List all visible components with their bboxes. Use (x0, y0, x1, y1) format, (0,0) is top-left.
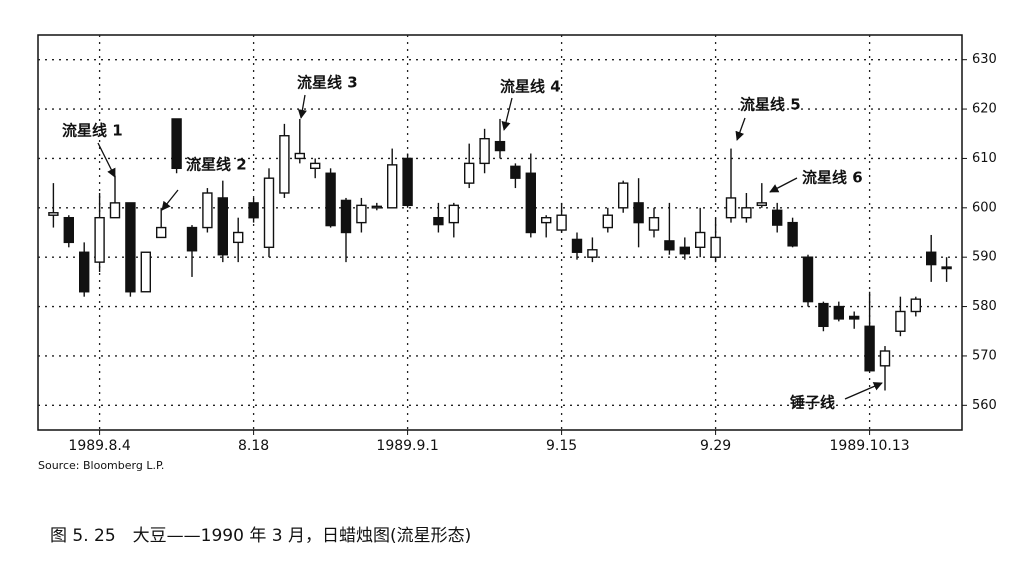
candle-body (279, 135, 290, 194)
candle-body (818, 302, 829, 328)
candle-body (910, 298, 921, 313)
annotation: 流星线 5 (740, 96, 801, 114)
candle-body (725, 197, 737, 219)
annotation-arrow (735, 117, 746, 141)
candle-body (325, 172, 336, 227)
candle-body (109, 202, 121, 219)
candle-body (879, 350, 891, 367)
annotation-arrow (161, 189, 179, 211)
candle-body (479, 137, 490, 165)
candle-body (602, 214, 613, 229)
candle-body (864, 325, 875, 372)
candle-body (232, 231, 244, 244)
candle-body (941, 266, 952, 270)
annotation: 流星线 2 (186, 156, 247, 174)
candle-body (679, 246, 690, 255)
candle-body (710, 236, 721, 258)
y-tick-label: 630 (972, 52, 997, 67)
annotation: 流星线 4 (500, 78, 561, 96)
candle-body (202, 192, 213, 229)
candle-body (94, 216, 105, 263)
y-tick-label: 600 (972, 200, 997, 215)
candle-body (556, 214, 567, 231)
candle-body (340, 199, 352, 234)
candle-body (787, 221, 798, 247)
candle-body (849, 315, 860, 320)
candle-body (895, 310, 906, 332)
annotation: 锤子线 (790, 394, 835, 412)
candle-body (217, 197, 229, 256)
candle-body (756, 202, 767, 207)
candle-body (772, 209, 783, 226)
candle-body (294, 152, 305, 160)
candle-body (618, 182, 629, 209)
y-tick-label: 560 (972, 398, 997, 413)
caption: 图 5. 25 大豆——1990 年 3 月，日蜡烛图(流星形态) (50, 526, 471, 546)
candle-body (525, 172, 536, 234)
candle-body (741, 207, 752, 219)
candle-body (695, 231, 706, 249)
candle-body (571, 238, 583, 253)
candle-body (171, 118, 182, 170)
candle-body (433, 216, 444, 226)
candle-body (587, 249, 598, 258)
candle-body (78, 251, 90, 293)
x-tick-label: 8.18 (238, 438, 269, 454)
candle-body (356, 204, 367, 224)
candle-body (155, 226, 167, 239)
x-tick-label: 1989.8.4 (68, 438, 130, 454)
annotation-arrow (297, 94, 307, 119)
candle-body (371, 205, 382, 209)
candle-body (464, 162, 475, 184)
candle-body (387, 164, 398, 209)
candle-body (802, 256, 814, 303)
x-tick-label: 1989.10.13 (830, 438, 910, 454)
annotation-arrow (844, 382, 883, 400)
candle-body (402, 157, 413, 207)
y-tick-label: 620 (972, 102, 997, 117)
candle-body (310, 162, 321, 170)
candle-body (926, 251, 937, 266)
y-tick-label: 580 (972, 299, 997, 314)
annotation-arrow (501, 97, 513, 131)
y-tick-label: 590 (972, 250, 997, 265)
source: Source: Bloomberg L.P. (38, 459, 164, 472)
candle-body (125, 202, 136, 293)
annotation: 流星线 1 (62, 122, 123, 140)
x-tick-label: 1989.9.1 (376, 438, 438, 454)
candle-body (833, 305, 844, 320)
y-tick-label: 610 (972, 151, 997, 166)
candle-body (63, 216, 75, 244)
plot-frame (37, 34, 963, 431)
annotation-arrow (769, 177, 798, 193)
candle-body (664, 240, 675, 251)
candle-body (248, 202, 259, 219)
candle-body (48, 212, 59, 216)
candle-body (541, 216, 552, 224)
annotation-arrow (97, 142, 116, 178)
y-tick-label: 570 (972, 348, 997, 363)
candle-body (448, 204, 459, 224)
candle-body (648, 216, 660, 231)
annotation: 流星线 3 (297, 74, 358, 92)
x-tick-label: 9.29 (700, 438, 731, 454)
candle-body (494, 140, 506, 152)
annotation: 流星线 6 (802, 169, 863, 187)
x-tick-label: 9.15 (546, 438, 577, 454)
candle-body (186, 226, 198, 252)
candle-body (140, 251, 152, 293)
candle-body (633, 202, 644, 224)
candle-body (263, 177, 275, 249)
candle-body (510, 165, 521, 179)
